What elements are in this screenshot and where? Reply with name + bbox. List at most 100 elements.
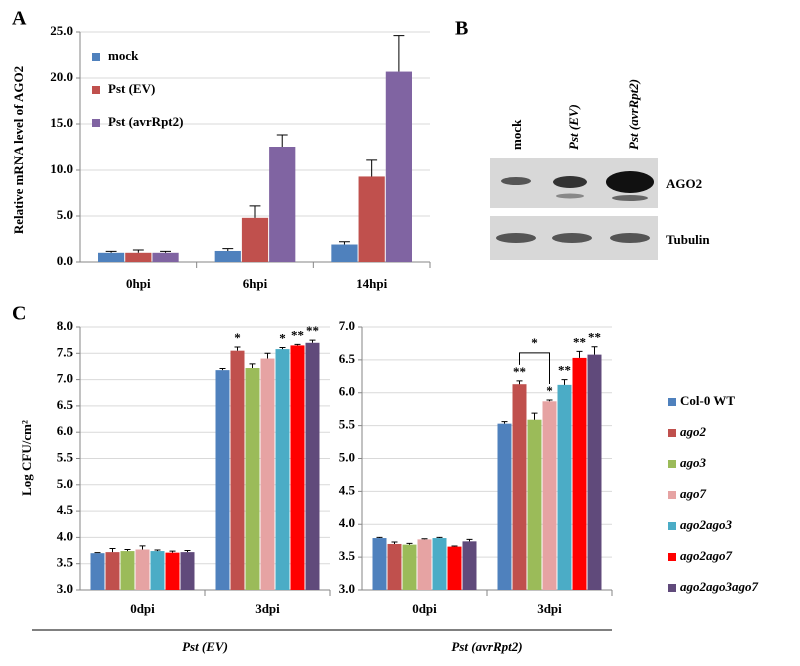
legend-label: ago2ago3ago7 — [680, 579, 759, 594]
error-bar — [516, 380, 523, 385]
bar — [512, 384, 527, 590]
bar — [447, 546, 462, 590]
bar — [245, 368, 260, 590]
error-bar — [184, 550, 191, 553]
x-tick-label: 6hpi — [243, 276, 268, 291]
y-tick-label: 4.5 — [339, 482, 356, 497]
bar — [387, 543, 402, 590]
error-bar — [309, 339, 316, 343]
error-bar — [393, 35, 405, 72]
bar — [372, 538, 387, 590]
x-tick-label: 0dpi — [130, 601, 155, 616]
error-bar — [264, 352, 271, 359]
legend-label: ago2 — [680, 424, 707, 439]
row-label: Tubulin — [666, 232, 710, 247]
y-tick-label: 3.0 — [57, 581, 73, 596]
error-bar — [451, 545, 458, 547]
blot-image — [490, 158, 658, 260]
bar — [275, 349, 290, 590]
bar — [290, 345, 305, 590]
significance-label: * — [234, 330, 241, 345]
error-bar — [105, 250, 117, 253]
error-bar — [160, 250, 171, 253]
bar — [241, 217, 269, 262]
bar — [214, 250, 241, 262]
bar — [497, 423, 512, 590]
y-tick-label: 6.0 — [57, 423, 73, 438]
error-bar — [576, 350, 583, 358]
lane-label: Pst (avrRpt2) — [626, 79, 641, 150]
error-bar — [436, 536, 443, 539]
error-bar — [501, 421, 508, 424]
significance-label: ** — [558, 363, 571, 378]
bar — [135, 549, 150, 590]
error-bar — [421, 538, 428, 540]
error-bar — [234, 346, 241, 351]
bar — [90, 553, 105, 590]
group-label: Pst (EV) — [182, 639, 228, 654]
bar — [385, 71, 412, 262]
legend-swatch — [92, 86, 100, 94]
significance-label: ** — [306, 323, 319, 338]
panel-label: C — [12, 303, 26, 325]
y-tick-label: 7.0 — [57, 371, 73, 386]
y-axis-label: Log CFU/cm² — [19, 420, 34, 496]
y-tick-label: 5.5 — [57, 449, 74, 464]
lane-label: Pst (EV) — [566, 104, 581, 150]
x-tick-label: 0hpi — [126, 276, 151, 291]
y-tick-label: 4.0 — [339, 515, 355, 530]
legend-swatch — [668, 553, 676, 561]
bar — [572, 357, 587, 590]
significance-label: * — [546, 383, 553, 398]
y-tick-label: 3.5 — [57, 555, 74, 570]
y-tick-label: 4.5 — [57, 502, 74, 517]
bar — [125, 252, 152, 262]
error-bar — [466, 538, 473, 542]
error-bar — [546, 399, 553, 402]
error-bar — [391, 541, 398, 544]
bar — [557, 384, 572, 590]
bar — [260, 358, 275, 590]
legend-swatch — [668, 491, 676, 499]
x-tick-label: 3dpi — [255, 601, 280, 616]
error-bar — [406, 542, 413, 545]
legend-swatch — [668, 522, 676, 530]
error-bar — [94, 552, 101, 554]
x-tick-label: 14hpi — [356, 276, 387, 291]
y-tick-label: 5.0 — [57, 207, 73, 222]
y-tick-label: 5.5 — [339, 417, 356, 432]
error-bar — [249, 363, 256, 369]
bar — [165, 552, 180, 590]
y-tick-label: 20.0 — [50, 69, 73, 84]
group-label: Pst (avrRpt2) — [451, 639, 522, 654]
bar — [331, 244, 358, 262]
bar — [462, 541, 477, 590]
error-bar — [531, 412, 538, 420]
significance-label: ** — [513, 364, 526, 379]
bar — [152, 252, 179, 262]
significance-label: ** — [291, 327, 304, 342]
error-bar — [591, 346, 598, 355]
y-tick-label: 8.0 — [57, 318, 73, 333]
error-bar — [124, 548, 131, 552]
error-bar — [279, 347, 286, 350]
legend-label: ago2ago7 — [680, 548, 733, 563]
bar — [105, 552, 120, 590]
significance-label: * — [279, 330, 286, 345]
y-tick-label: 5.0 — [57, 476, 73, 491]
bar — [180, 552, 195, 590]
lane-label: mock — [509, 119, 524, 150]
row-label: AGO2 — [666, 176, 702, 191]
bar — [432, 538, 447, 590]
y-tick-label: 4.0 — [57, 528, 73, 543]
bar — [230, 350, 245, 590]
bar — [120, 551, 135, 590]
legend-label: Pst (avrRpt2) — [108, 114, 183, 129]
error-bar — [109, 547, 116, 553]
error-bar — [339, 241, 350, 245]
y-tick-label: 6.5 — [339, 351, 356, 366]
bar — [215, 370, 230, 590]
bar — [305, 342, 320, 590]
y-tick-label: 6.5 — [57, 397, 74, 412]
